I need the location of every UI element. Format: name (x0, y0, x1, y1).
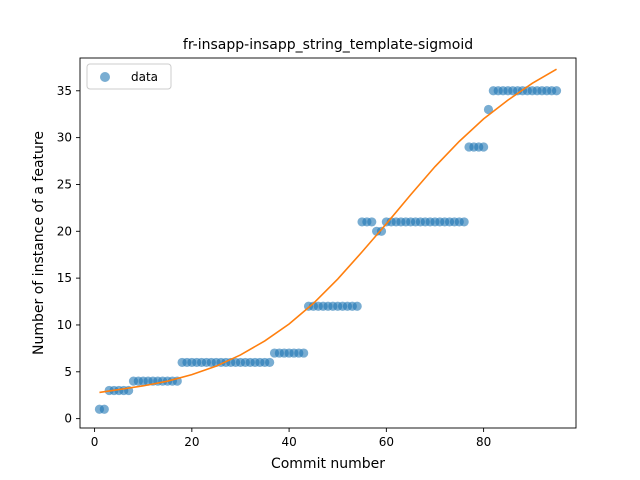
legend-label: data (131, 70, 158, 84)
axes-frame (79, 57, 577, 429)
x-axis: 0 20 40 60 80 (91, 428, 491, 449)
fit-line (99, 68, 557, 394)
y-tick-label: 0 (64, 412, 72, 426)
x-axis-label: Commit number (271, 456, 385, 472)
y-tick-label: 35 (57, 84, 72, 98)
legend: data (86, 63, 172, 90)
legend-marker (100, 72, 110, 82)
legend-box (86, 63, 172, 90)
x-tick-label: 80 (476, 435, 491, 449)
x-tick-label: 20 (184, 435, 199, 449)
y-tick-label: 10 (57, 318, 72, 332)
chart-title: fr-insapp-insapp_string_template-sigmoid (183, 37, 473, 53)
data-point (352, 301, 362, 311)
data-point (299, 348, 309, 358)
x-tick-label: 40 (281, 435, 296, 449)
data-point (479, 142, 489, 152)
y-tick-label: 30 (57, 131, 72, 145)
y-tick-label: 15 (57, 271, 72, 285)
data-point (551, 86, 562, 96)
data-point (459, 217, 469, 227)
x-tick-label: 60 (379, 435, 394, 449)
data-point (265, 357, 275, 368)
data-point (99, 404, 109, 414)
y-tick-label: 20 (57, 224, 72, 238)
y-axis: 0 5 10 15 20 25 30 35 (57, 84, 80, 426)
data-point (367, 217, 377, 227)
data-point (376, 226, 387, 236)
data-point (483, 104, 494, 115)
plot-area (94, 68, 562, 414)
y-tick-label: 5 (64, 365, 72, 379)
y-tick-label: 25 (57, 177, 72, 191)
y-axis-label: Number of instance of a feature (31, 131, 47, 355)
x-tick-label: 0 (91, 435, 99, 449)
